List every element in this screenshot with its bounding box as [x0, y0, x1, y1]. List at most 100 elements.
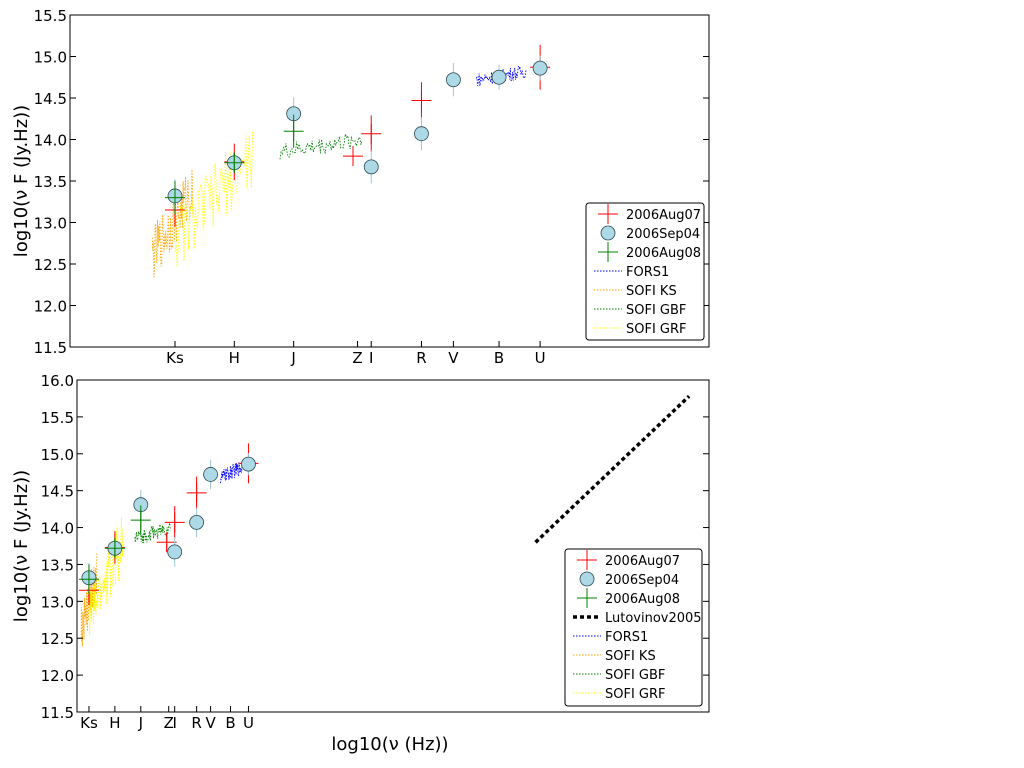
- legend-label: 2006Aug08: [605, 592, 680, 607]
- legend-entry: SOFI GBF: [594, 303, 686, 318]
- ytick-label: 16.0: [41, 372, 74, 390]
- band-tick-label: H: [229, 349, 240, 367]
- point-2006aug08: [104, 538, 125, 559]
- point-2006aug08: [130, 505, 151, 535]
- point-2006sep04: [363, 150, 379, 184]
- ytick-label: 14.0: [34, 132, 67, 150]
- point-2006aug08: [78, 564, 99, 594]
- ytick-label: 13.5: [34, 173, 67, 191]
- legend-label: 2006Sep04: [605, 573, 679, 588]
- band-tick-label: V: [205, 714, 216, 732]
- circle-marker: [414, 126, 429, 142]
- legend-label: SOFI KS: [605, 649, 656, 664]
- point-2006aug07: [411, 82, 432, 119]
- bottom-xlabel: log10(ν (Hz)): [331, 734, 448, 755]
- legend-entry: FORS1: [573, 630, 648, 645]
- bottom-plot-area: [78, 394, 691, 647]
- top-legend-box: [585, 202, 705, 341]
- legend-entry: 2006Aug07: [577, 550, 680, 570]
- legend-entry: SOFI GRF: [573, 687, 666, 702]
- legend-label: 2006Aug07: [605, 554, 680, 569]
- ytick-label: 12.5: [34, 256, 67, 274]
- ytick-label: 15.0: [41, 446, 74, 464]
- band-tick-label: J: [138, 714, 143, 732]
- top-ylabel: log10(ν F (Jy.Hz)): [11, 105, 32, 257]
- band-tick-label: R: [191, 714, 201, 732]
- point-2006aug08: [283, 114, 304, 148]
- point-2006sep04: [414, 117, 429, 151]
- curve-sofi-grf: [174, 131, 254, 268]
- point-2006aug07: [361, 115, 382, 152]
- band-tick-label: U: [243, 714, 254, 732]
- legend-entry: SOFI KS: [594, 284, 677, 299]
- ytick-label: 14.0: [41, 520, 74, 538]
- legend-label: 2006Aug08: [626, 246, 701, 261]
- band-tick-label: B: [225, 714, 235, 732]
- circle-marker: [363, 159, 379, 175]
- legend-label: SOFI GBF: [605, 668, 665, 683]
- top-band-ticks: Ks H J Z I R V B U: [166, 341, 546, 367]
- band-tick-label: Ks: [166, 349, 184, 367]
- ytick-label: 12.0: [41, 667, 74, 685]
- circle-marker: [189, 514, 205, 530]
- legend-label: FORS1: [605, 630, 648, 645]
- legend-label: Lutovinov2005: [605, 611, 702, 626]
- bottom-legend-rows: 2006Aug07 2006Sep04 2006Aug08 Lutovinov2005…: [573, 550, 702, 702]
- legend-entry: SOFI GBF: [573, 668, 665, 683]
- ytick-label: 15.5: [41, 409, 74, 427]
- top-plot-area: [151, 44, 551, 278]
- legend-label: SOFI GRF: [626, 322, 687, 337]
- legend-entry: SOFI GRF: [594, 322, 687, 337]
- ytick-label: 13.0: [41, 593, 74, 611]
- curve-sofi-gbf: [279, 133, 363, 160]
- legend-label: 2006Aug07: [626, 208, 701, 223]
- point-2006aug07: [186, 476, 207, 510]
- curve-fors1: [220, 461, 243, 484]
- band-tick-label: V: [448, 349, 459, 367]
- ytick-label: 15.0: [34, 49, 67, 67]
- legend-swatch: [579, 571, 595, 587]
- ytick-label: 15.5: [34, 7, 67, 25]
- top-legend: 2006Aug07 2006Sep04 2006Aug08 FORS1 SOFI KS S…: [585, 202, 705, 341]
- point-2006aug08: [164, 181, 185, 215]
- bottom-legend-box: [564, 548, 703, 707]
- band-tick-label: U: [535, 349, 546, 367]
- legend-entry: 2006Aug08: [598, 242, 701, 262]
- bottom-panel: log10(ν F (Jy.Hz)) log10(ν (Hz)) 11.5 12.…: [11, 372, 710, 755]
- band-tick-label: J: [290, 349, 295, 367]
- curve-sofi-grf: [88, 517, 124, 635]
- point-2006sep04: [203, 459, 218, 490]
- bottom-legend: 2006Aug07 2006Sep04 2006Aug08 Lutovinov2005…: [564, 548, 703, 707]
- legend-entry: FORS1: [594, 265, 669, 280]
- top-yticks: 11.5 12.0 12.5 13.0 13.5 14.0 14.5 15.0 15.5: [34, 7, 709, 357]
- legend-entry: 2006Aug07: [598, 204, 701, 224]
- band-tick-label: I: [172, 714, 176, 732]
- point-2006sep04: [491, 64, 507, 90]
- ytick-label: 12.0: [34, 298, 67, 316]
- legend-swatch: [600, 225, 616, 241]
- point-2006aug07: [164, 506, 185, 539]
- legend-label: SOFI GRF: [605, 687, 666, 702]
- ytick-label: 14.5: [41, 483, 74, 501]
- point-2006sep04: [445, 63, 461, 97]
- band-tick-label: B: [494, 349, 504, 367]
- band-tick-label: I: [369, 349, 373, 367]
- ytick-label: 14.5: [34, 90, 67, 108]
- point-2006sep04: [241, 453, 256, 476]
- band-tick-label: Z: [352, 349, 362, 367]
- circle-marker: [167, 544, 183, 560]
- legend-label: 2006Sep04: [626, 227, 700, 242]
- legend-entry: Lutovinov2005: [573, 611, 702, 626]
- point-2006aug07: [342, 146, 363, 167]
- top-panel: log10(ν F (Jy.Hz)) 11.512.012.513.013.51…: [11, 7, 710, 367]
- ytick-label: 13.0: [34, 215, 67, 233]
- bottom-plot-frame: [76, 379, 710, 713]
- ytick-label: 11.5: [41, 704, 74, 722]
- legend-label: SOFI GBF: [626, 303, 686, 318]
- legend-label: FORS1: [626, 265, 669, 280]
- band-tick-label: R: [416, 349, 426, 367]
- point-2006aug08: [224, 152, 245, 173]
- legend-label: SOFI KS: [626, 284, 677, 299]
- circle-marker: [241, 456, 256, 472]
